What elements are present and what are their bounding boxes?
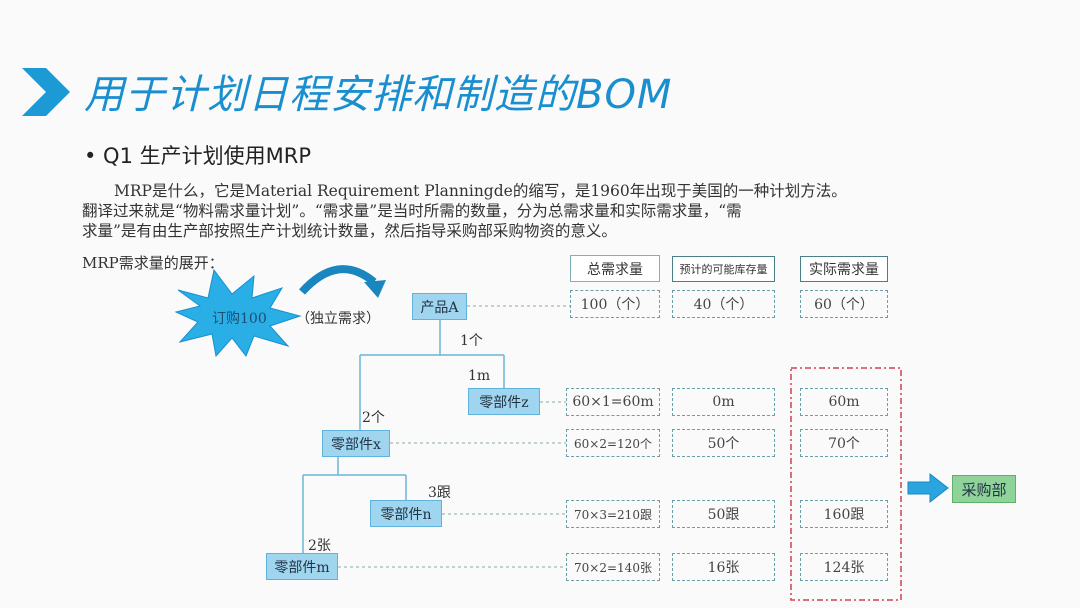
cell-gross: 100（个） [570, 290, 660, 318]
cell-stock: 50跟 [672, 500, 775, 528]
cell-net: 160跟 [800, 500, 888, 528]
curved-arrow-icon [299, 265, 377, 295]
cell-gross: 60×1=60m [566, 388, 660, 416]
cell-net: 60（个） [800, 290, 888, 318]
edge-label: 2张 [308, 538, 331, 554]
subheading: MRP需求量的展开： [82, 254, 224, 272]
cell-net: 70个 [800, 429, 888, 457]
node-part-x: 零部件x [322, 430, 390, 457]
edge-label: 1个 [460, 333, 483, 349]
node-part-z: 零部件z [468, 388, 540, 415]
cell-gross: 60×2=120个 [566, 429, 660, 457]
arrow-right-icon [907, 472, 949, 504]
node-product-a: 产品A [412, 293, 467, 320]
cell-stock: 40（个） [672, 290, 775, 318]
header-gross: 总需求量 [570, 255, 660, 282]
edge-label: 2个 [362, 410, 385, 426]
cell-net: 124张 [800, 553, 888, 581]
slide-title: 用于计划日程安排和制造的BOM [84, 72, 673, 118]
paragraph: MRP是什么，它是Material Requirement Planningde… [82, 181, 1012, 241]
header-stock: 预计的可能库存量 [672, 256, 775, 282]
paragraph-line: 求量”是有由生产部按照生产计划统计数量，然后指导采购部采购物资的意义。 [82, 222, 617, 240]
order-label: 订购100 [212, 311, 267, 327]
tree-lines [302, 320, 505, 553]
bullet-heading: • Q1 生产计划使用MRP [84, 144, 312, 168]
node-part-n: 零部件n [370, 500, 442, 527]
row-connectors [338, 305, 570, 568]
node-part-m: 零部件m [266, 553, 338, 580]
edge-label: 3跟 [428, 485, 451, 501]
cell-stock: 16张 [672, 553, 775, 581]
cell-stock: 50个 [672, 429, 775, 457]
starburst-shape [174, 268, 302, 358]
header-net: 实际需求量 [800, 256, 888, 282]
paragraph-line: MRP是什么，它是Material Requirement Planningde… [114, 182, 847, 200]
cell-stock: 0m [672, 388, 775, 416]
purchasing-dept-box: 采购部 [952, 475, 1016, 503]
paragraph-line: 翻译过来就是“物料需求量计划”。“需求量”是当时所需的数量，分为总需求量和实际需… [82, 202, 742, 220]
chevron-icon [22, 68, 70, 116]
cell-gross: 70×2=140张 [566, 553, 660, 581]
cell-net: 60m [800, 388, 888, 416]
cell-gross: 70×3=210跟 [566, 500, 660, 528]
net-requirement-highlight [790, 367, 902, 601]
independent-demand-label: （独立需求） [296, 311, 380, 327]
edge-label: 1m [468, 368, 491, 384]
